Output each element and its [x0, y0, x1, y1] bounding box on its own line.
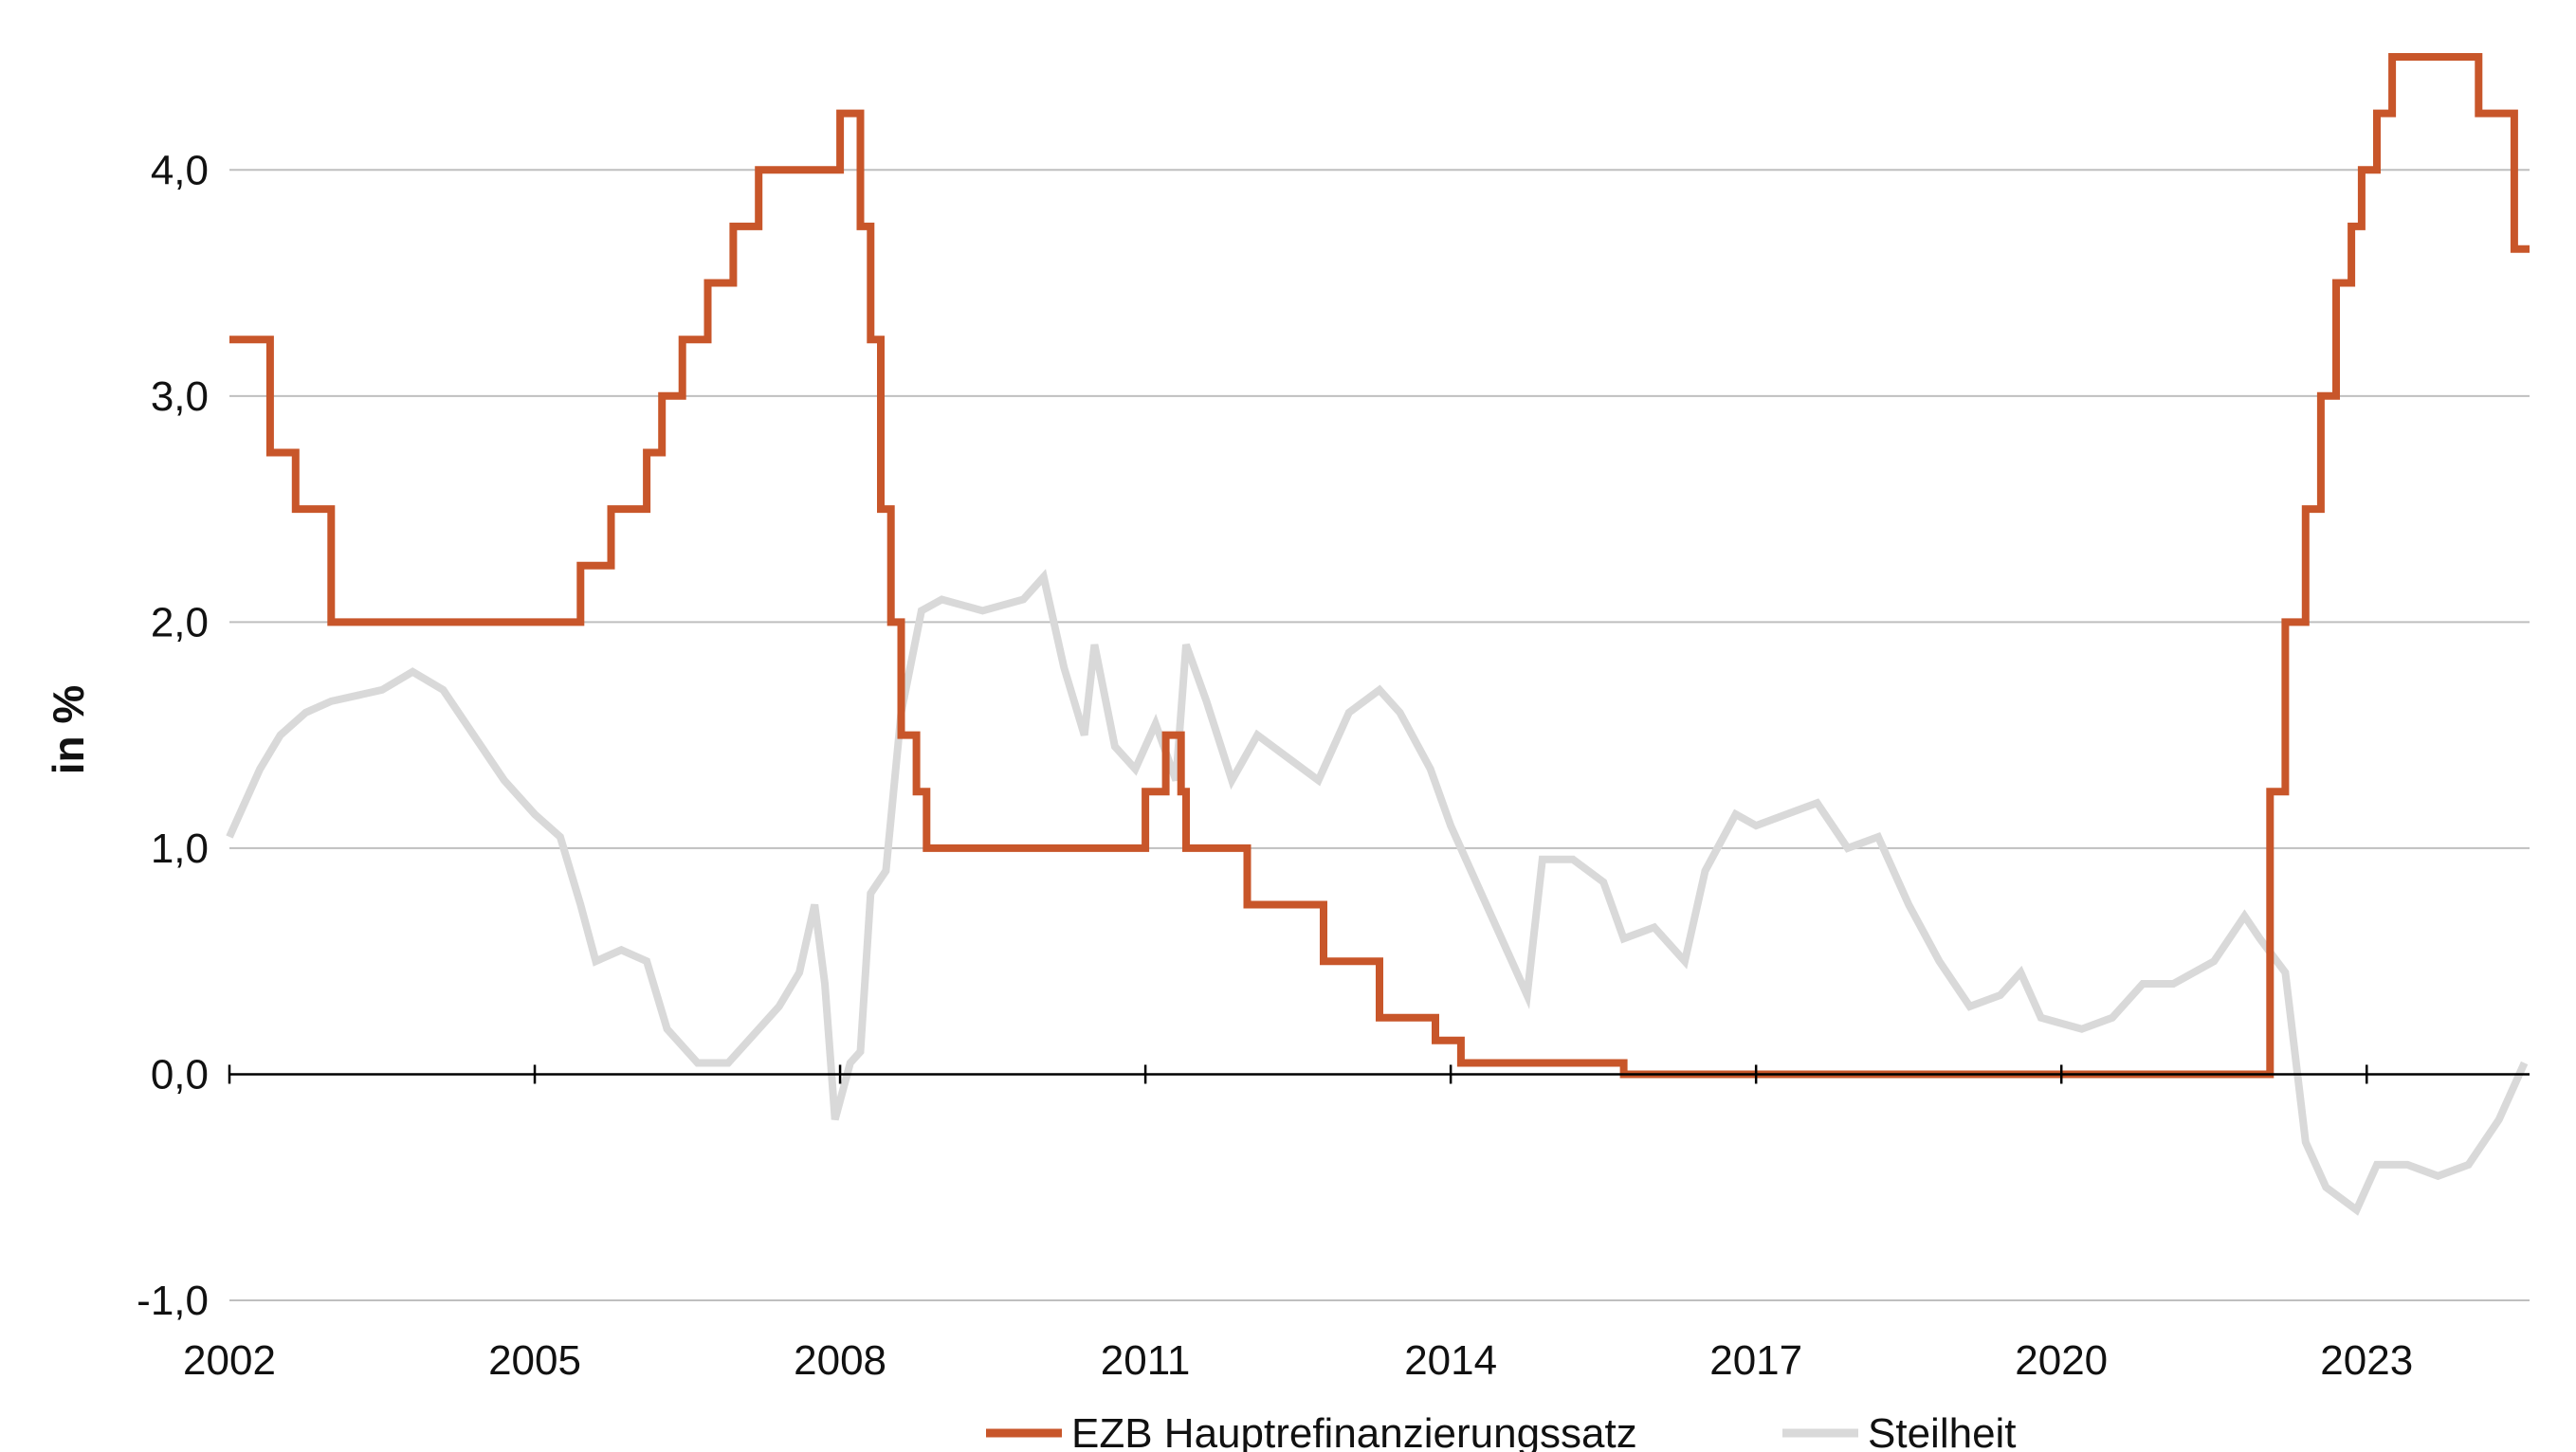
y-tick-label: 2,0 [151, 599, 209, 645]
axes: -1,0 0,0 1,0 2,0 3,0 4,0 2002 2005 2008 2011 2014 2… [137, 147, 2530, 1384]
x-tick-label: 2014 [1404, 1337, 1497, 1384]
y-tick-label: 0,0 [151, 1051, 209, 1098]
x-tick-label: 2023 [2320, 1337, 2413, 1384]
legend-label: EZB Hauptrefinanzierungssatz [1071, 1410, 1637, 1452]
legend-label: Steilheit [1868, 1410, 2017, 1452]
x-tick-label: 2017 [1709, 1337, 1802, 1384]
steilheit-line [226, 569, 2529, 1216]
legend: EZB Hauptrefinanzierungssatz Steilheit [986, 1410, 2017, 1452]
x-tick-label: 2002 [183, 1337, 276, 1384]
y-tick-label: 3,0 [151, 373, 209, 420]
series-lines [226, 53, 2530, 1216]
x-tick-label: 2020 [2015, 1337, 2108, 1384]
legend-item-ezb: EZB Hauptrefinanzierungssatz [986, 1410, 1637, 1452]
legend-item-steilheit: Steilheit [1782, 1410, 2017, 1452]
x-tick-label: 2008 [794, 1337, 886, 1384]
y-tick-label: 1,0 [151, 826, 209, 872]
y-axis-title: in % [44, 685, 93, 775]
ezb-rate-line [229, 53, 2530, 1079]
y-tick-label: -1,0 [137, 1278, 209, 1324]
gridlines [229, 169, 2530, 1301]
y-tick-label: 4,0 [151, 147, 209, 193]
x-tick-label: 2011 [1101, 1337, 1191, 1384]
x-tick-label: 2005 [488, 1337, 581, 1384]
